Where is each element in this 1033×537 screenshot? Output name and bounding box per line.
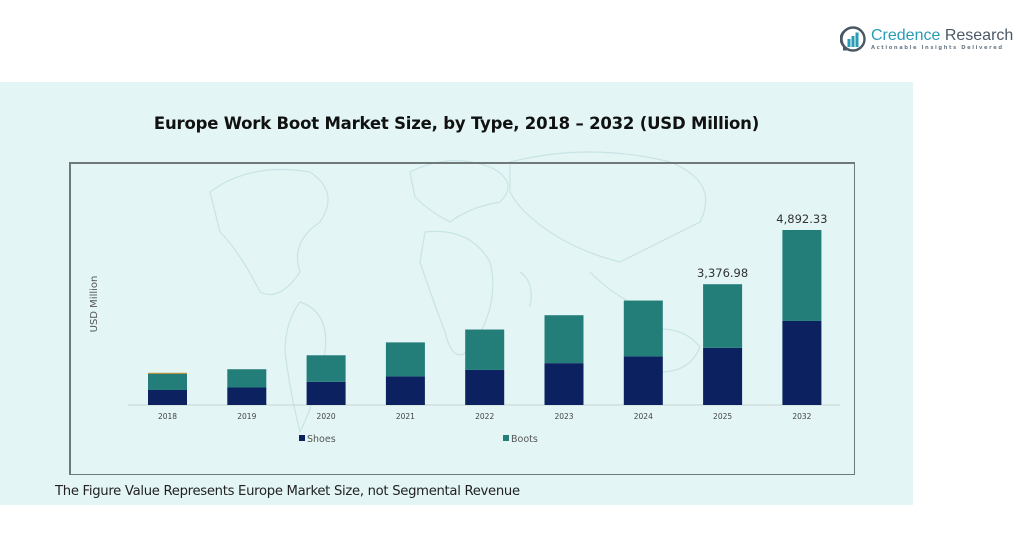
x-tick-label: 2025 xyxy=(713,412,732,421)
bar-boots-2022 xyxy=(465,329,505,370)
bar-shoes-2024 xyxy=(623,356,663,405)
bar-shoes-2032 xyxy=(782,320,822,405)
x-tick-label: 2022 xyxy=(475,412,494,421)
brand-name-part2: Research xyxy=(940,27,1014,44)
bar-shoes-2022 xyxy=(465,369,505,405)
bar-shoes-2019 xyxy=(227,387,267,405)
bar-shoes-2020 xyxy=(306,381,346,405)
bar-chart: USD Million 2018 2019 2020 2021 2022 2023 2024… xyxy=(89,212,840,445)
footnote: The Figure Value Represents Europe Marke… xyxy=(55,484,520,499)
chart-title: Europe Work Boot Market Size, by Type, 2… xyxy=(153,114,760,133)
x-tick-label: 2018 xyxy=(158,412,177,421)
bar-boots-2024 xyxy=(623,300,663,357)
bar-boots-2025 xyxy=(703,284,743,348)
chart-frame xyxy=(69,162,855,475)
world-map-watermark xyxy=(209,151,707,434)
x-tick-label: 2019 xyxy=(237,412,256,421)
brand-name: Credence Research xyxy=(871,27,1013,44)
legend-label-shoes: Shoes xyxy=(307,434,336,445)
bar-boots-2032 xyxy=(782,230,822,321)
x-tick-label: 2021 xyxy=(396,412,415,421)
x-tick-label: 2020 xyxy=(317,412,336,421)
data-label-2025: 3,376.98 xyxy=(697,266,748,280)
data-label-2032: 4,892.33 xyxy=(776,212,827,226)
data-labels: 3,376.98 4,892.33 xyxy=(697,212,828,280)
bar-boots-2021 xyxy=(385,342,425,377)
bar-boots-2020 xyxy=(306,355,346,382)
x-tick-label: 2024 xyxy=(634,412,653,421)
bar-shoes-2025 xyxy=(703,347,743,405)
brand-name-part1: Credence xyxy=(871,27,941,44)
bar-boots-2023 xyxy=(544,315,584,364)
x-tick-labels: 2018 2019 2020 2021 2022 2023 2024 2025 2032 xyxy=(158,412,812,421)
legend: Shoes Boots xyxy=(299,434,538,445)
bar-chart-speech-bubble-icon xyxy=(840,26,866,52)
legend-label-boots: Boots xyxy=(511,434,538,445)
x-tick-label: 2023 xyxy=(554,412,573,421)
bar-shoes-2023 xyxy=(544,363,584,405)
bar-other-2018 xyxy=(148,372,187,374)
chart-panel: Europe Work Boot Market Size, by Type, 2… xyxy=(0,82,913,505)
legend-swatch-boots xyxy=(503,435,509,441)
bar-shoes-2018 xyxy=(148,389,187,405)
bar-boots-2018 xyxy=(148,373,187,390)
x-tick-label: 2032 xyxy=(792,412,811,421)
bar-shoes-2021 xyxy=(385,376,425,405)
brand-tagline: Actionable Insights Delivered xyxy=(871,45,1004,51)
legend-swatch-shoes xyxy=(299,435,305,441)
brand-logo: Credence Research Actionable Insights De… xyxy=(840,26,1013,52)
y-axis-label: USD Million xyxy=(89,276,100,333)
bars-group xyxy=(148,230,822,405)
bar-boots-2019 xyxy=(227,369,267,388)
